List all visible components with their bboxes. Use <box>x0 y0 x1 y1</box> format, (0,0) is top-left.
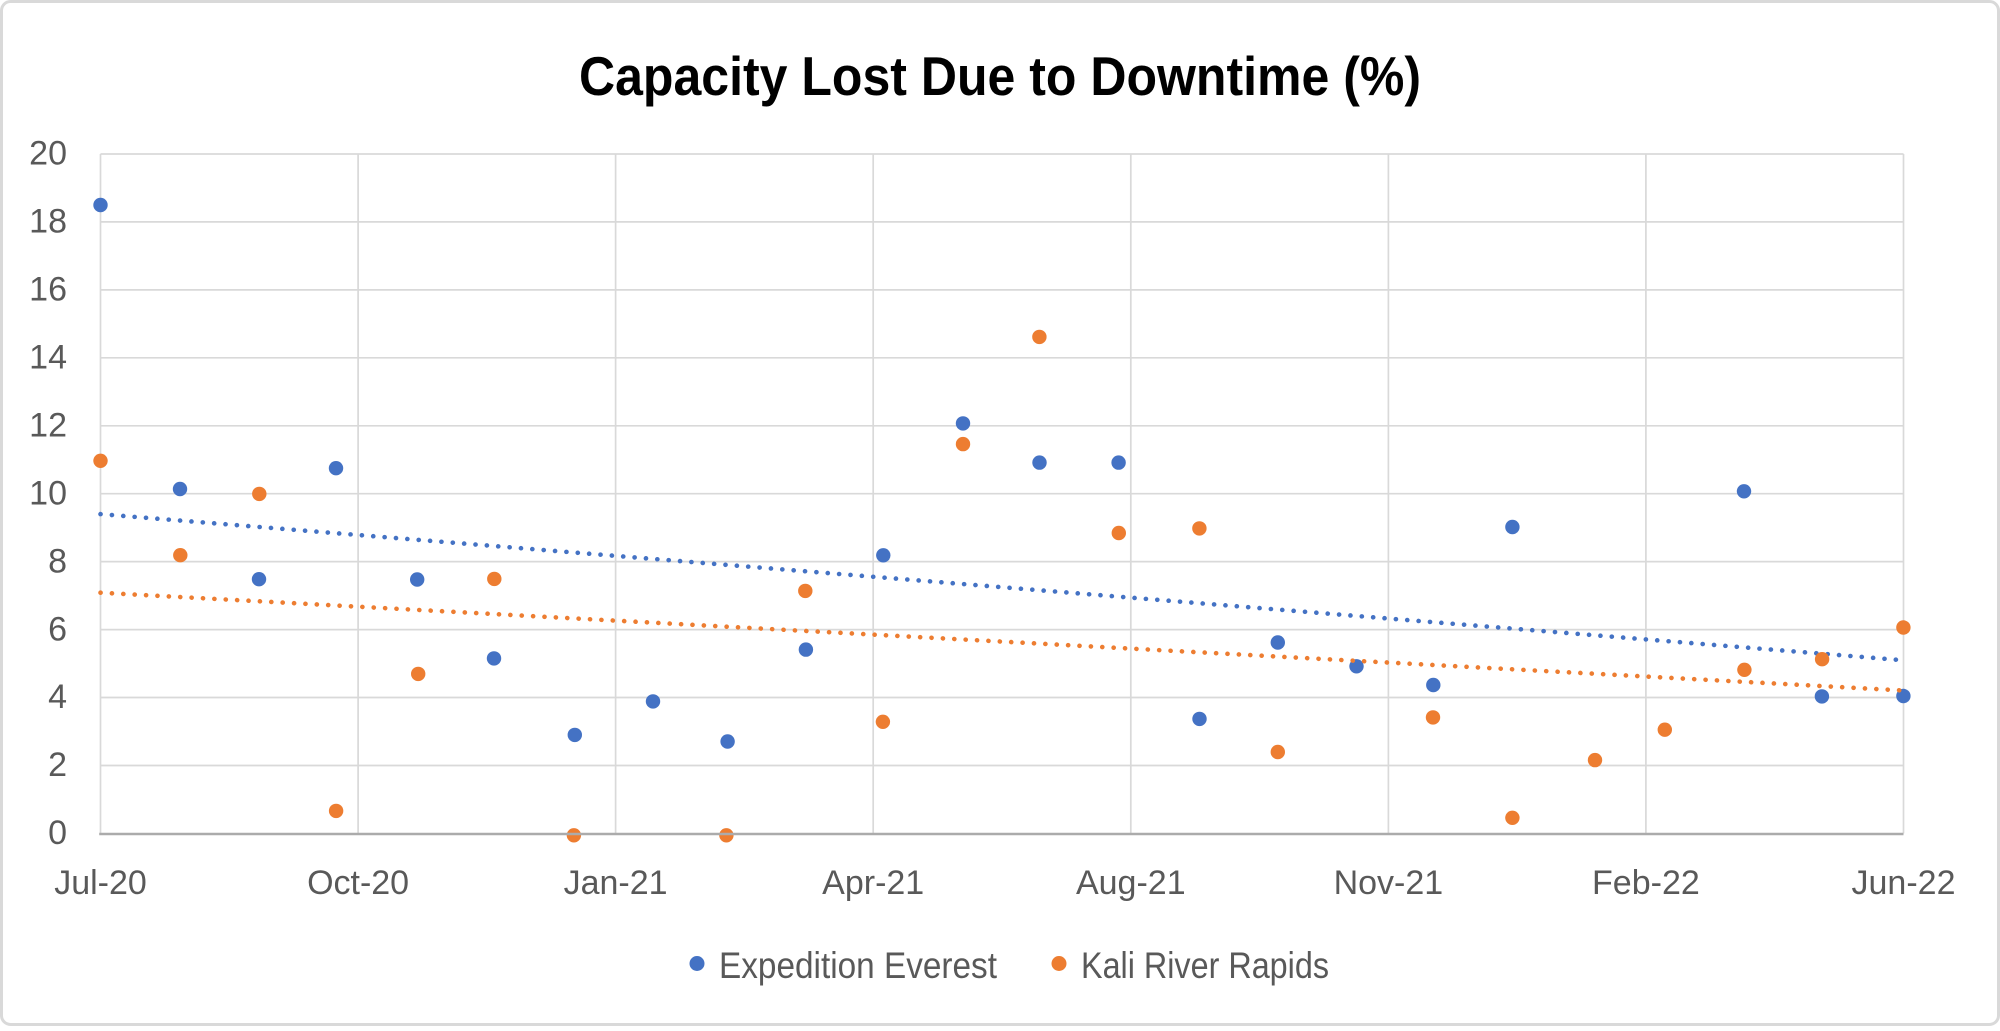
svg-text:Jun-22: Jun-22 <box>1852 864 1956 902</box>
svg-text:Jul-20: Jul-20 <box>54 864 147 902</box>
svg-text:8: 8 <box>48 542 67 580</box>
svg-text:10: 10 <box>29 474 67 512</box>
svg-text:Aug-21: Aug-21 <box>1076 864 1186 902</box>
svg-text:Jan-21: Jan-21 <box>564 864 668 902</box>
svg-text:4: 4 <box>48 678 67 716</box>
svg-text:2: 2 <box>48 746 67 784</box>
svg-text:14: 14 <box>29 339 67 377</box>
svg-text:20: 20 <box>29 135 67 173</box>
svg-text:Feb-22: Feb-22 <box>1592 864 1700 902</box>
svg-text:18: 18 <box>29 203 67 241</box>
svg-text:Oct-20: Oct-20 <box>307 864 409 902</box>
svg-text:Apr-21: Apr-21 <box>822 864 924 902</box>
svg-text:6: 6 <box>48 610 67 648</box>
svg-text:Capacity Lost Due to Downtime: Capacity Lost Due to Downtime (%) <box>579 45 1421 107</box>
svg-text:0: 0 <box>48 814 67 852</box>
svg-text:Nov-21: Nov-21 <box>1334 864 1444 902</box>
svg-text:Expedition Everest: Expedition Everest <box>719 945 998 986</box>
svg-text:12: 12 <box>29 407 67 445</box>
svg-text:16: 16 <box>29 271 67 309</box>
svg-text:Kali River Rapids: Kali River Rapids <box>1081 945 1329 986</box>
